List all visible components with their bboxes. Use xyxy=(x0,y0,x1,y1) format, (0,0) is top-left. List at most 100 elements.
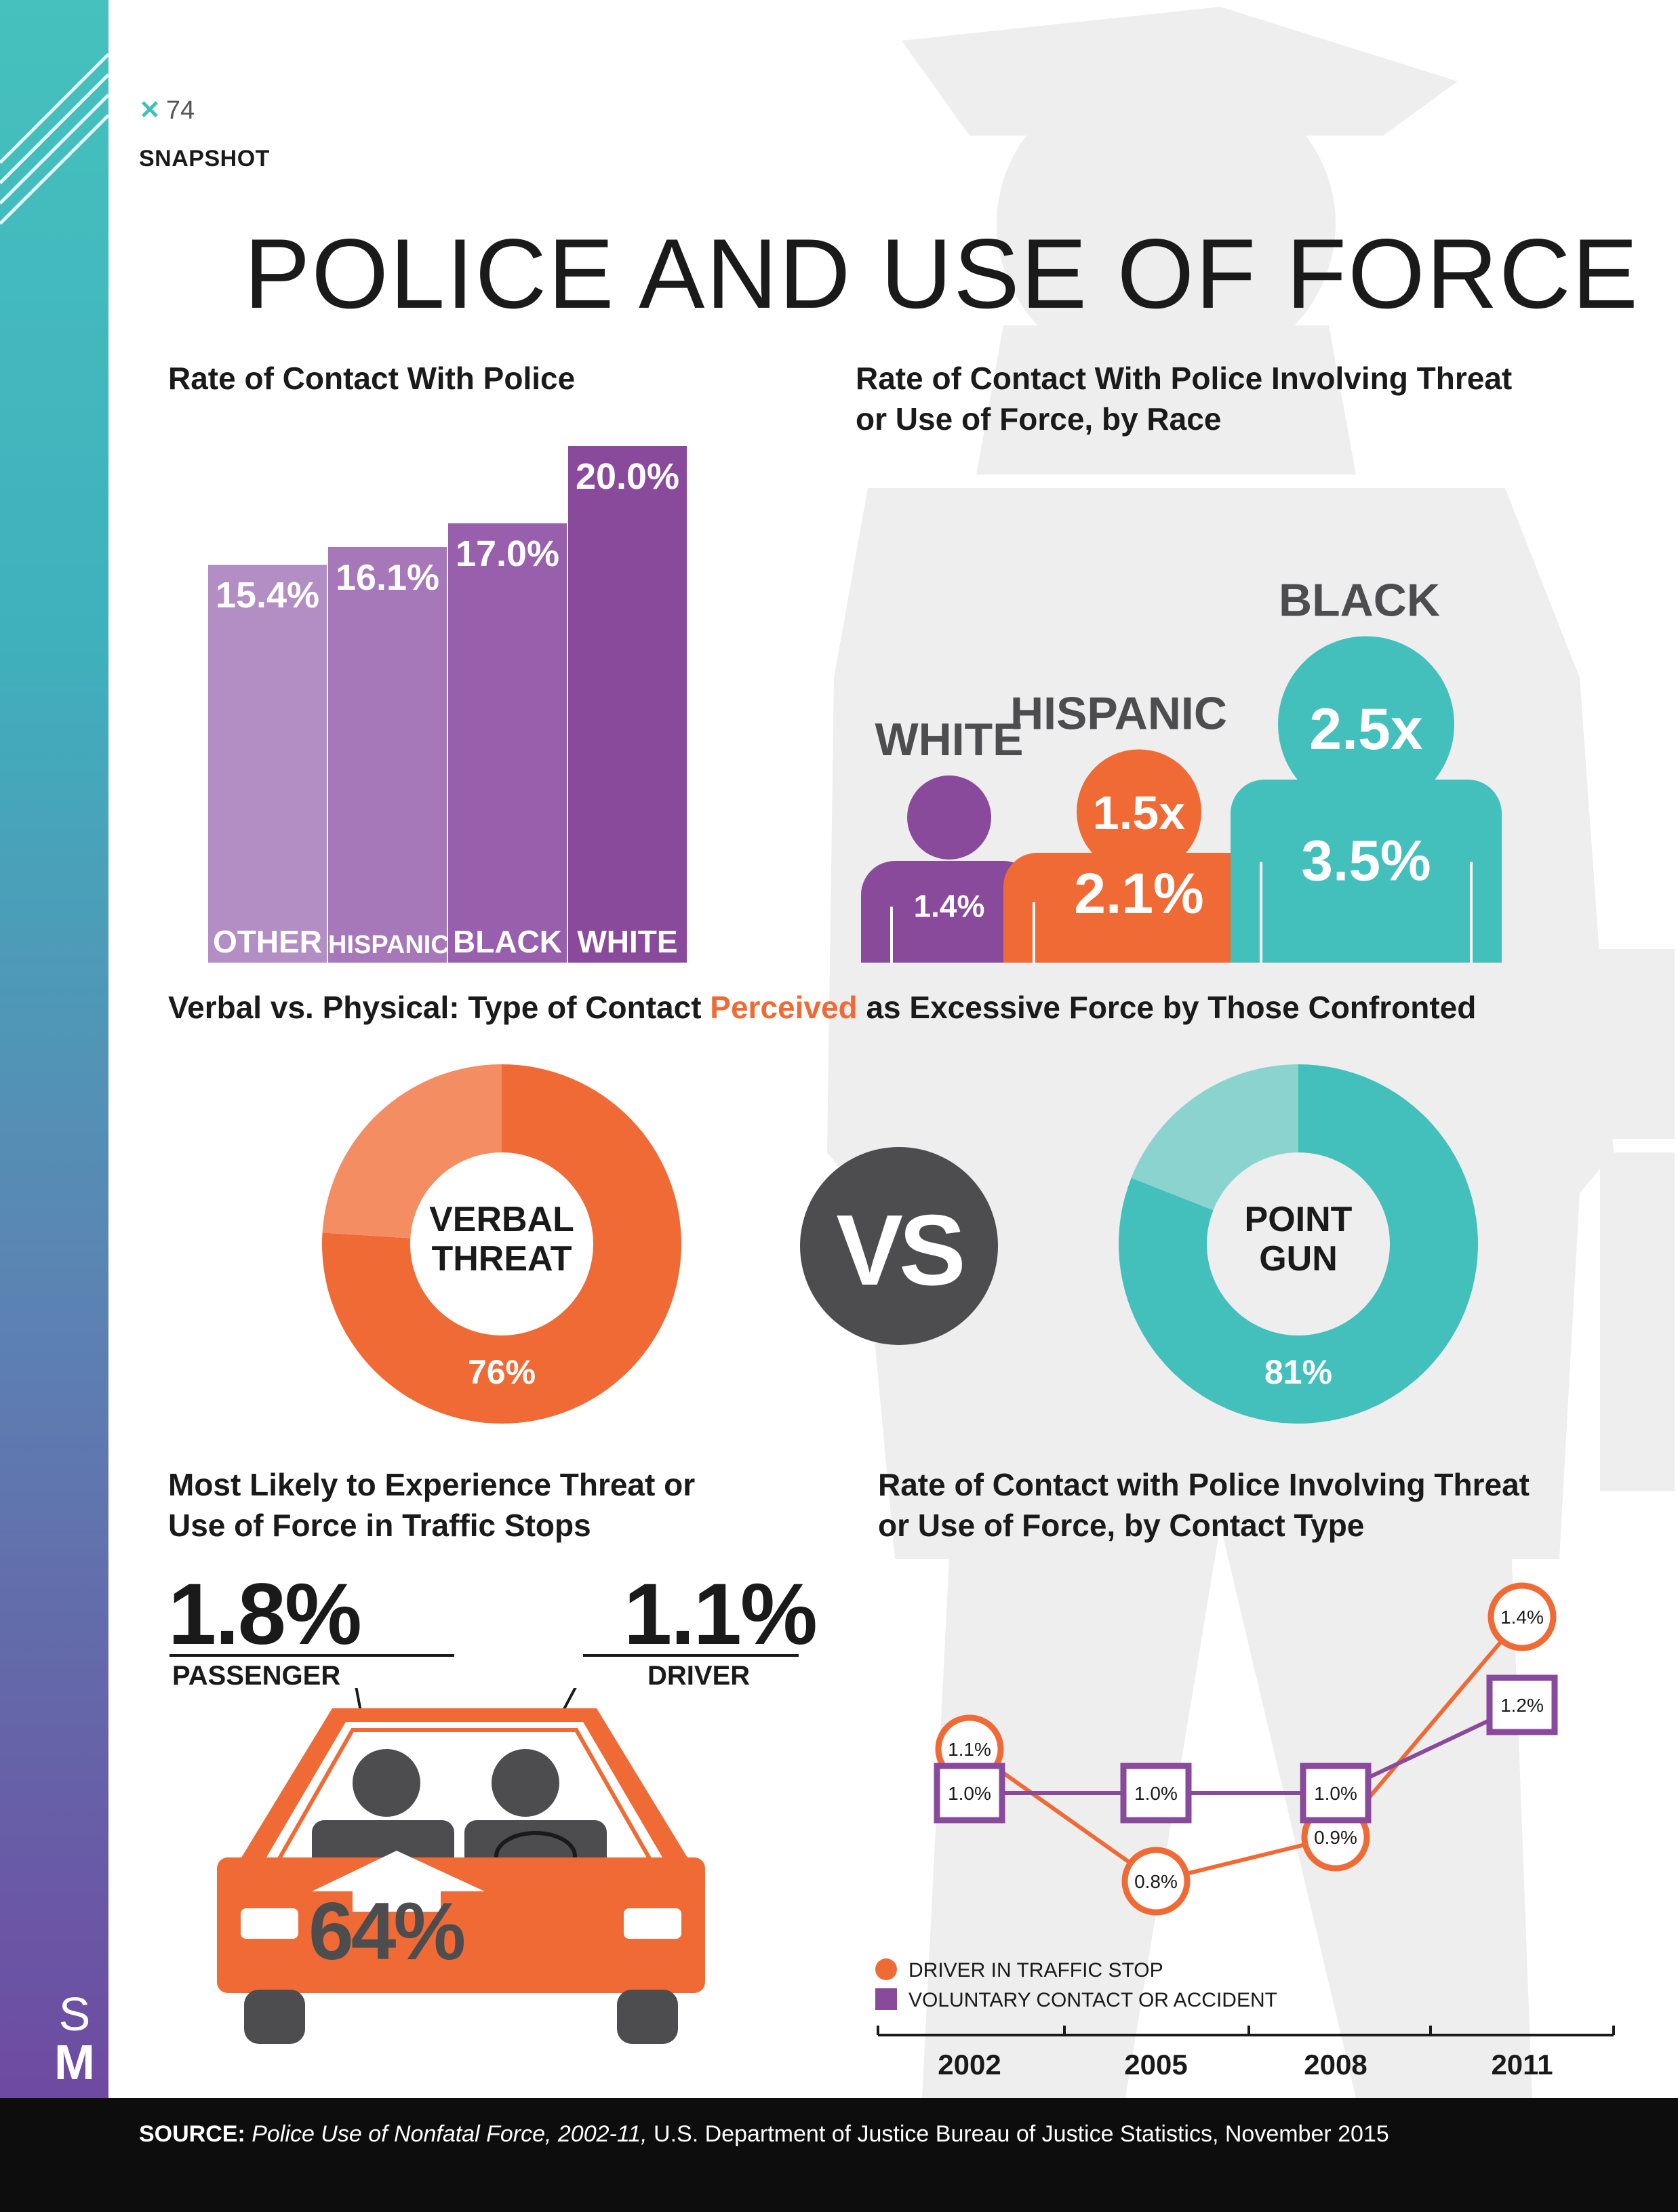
contact-rate-category-label: HISPANIC xyxy=(328,930,450,959)
contact-rate-category-label: BLACK xyxy=(453,923,562,959)
voluntary-point-marker xyxy=(1120,1763,1192,1824)
verbal-threat-label-line1: VERBAL xyxy=(429,1200,574,1239)
verbal-threat-percent: 76% xyxy=(467,1353,536,1391)
driver-label: DRIVER xyxy=(647,1661,751,1691)
page-number: ✕ 74 xyxy=(139,95,195,125)
line-chart-legend: DRIVER IN TRAFFIC STOP VOLUNTARY CONTACT … xyxy=(875,1958,1277,2011)
contact-rate-bar-white: 20.0% WHITE xyxy=(568,446,687,963)
x-tick-label: 2002 xyxy=(938,2049,1001,2080)
passenger-label: PASSENGER xyxy=(172,1661,341,1691)
up-arrow-icon xyxy=(312,1851,485,1912)
legend-voluntary-swatch xyxy=(875,1988,897,2010)
voluntary-point-marker xyxy=(1300,1763,1372,1824)
vs-label: VS xyxy=(836,1194,965,1306)
contact-rate-title: Rate of Contact With Police xyxy=(168,361,576,396)
verbal-physical-title-start: Verbal vs. Physical: Type of Contact xyxy=(168,990,711,1025)
voluntary-point-label: 1.0% xyxy=(1134,1783,1178,1804)
car-percent: 64% xyxy=(308,1886,466,1977)
legend-voluntary-label: VOLUNTARY CONTACT OR ACCIDENT xyxy=(908,1989,1277,2011)
x-axis: 2002 2005 2008 2011 xyxy=(877,2026,1615,2080)
person-icon-black: 3.5% 2.5x BLACK xyxy=(1231,575,1502,963)
legend-driver-swatch xyxy=(875,1958,897,1980)
threat-by-race-title: Rate of Contact With Police Involving Th… xyxy=(856,358,1512,439)
driver-head-icon xyxy=(492,1749,559,1817)
source-text: SOURCE: Police Use of Nonfatal Force, 20… xyxy=(139,2121,1389,2148)
verbal-physical-title: Verbal vs. Physical: Type of Contact Per… xyxy=(168,987,1476,1028)
contact-rate-category-label: WHITE xyxy=(577,923,678,959)
x-tick-label: 2008 xyxy=(1304,2049,1367,2080)
threat-by-race-title-line2: or Use of Force, by Race xyxy=(856,401,1222,437)
verbal-physical-title-end: as Excessive Force by Those Confronted xyxy=(857,990,1477,1025)
race-label-hispanic: HISPANIC xyxy=(1010,687,1227,739)
sidebar-stripes xyxy=(0,53,108,225)
race-label-white: WHITE xyxy=(875,714,1023,765)
contact-rate-value-label: 17.0% xyxy=(455,534,560,575)
person-body-base-hispanic xyxy=(1003,908,1275,963)
verbal-physical-title-highlight: Perceived xyxy=(710,990,858,1025)
voluntary-point-label: 1.0% xyxy=(948,1783,991,1804)
traffic-stops-title: Most Likely to Experience Threat or Use … xyxy=(168,1464,695,1546)
car-wheel-right xyxy=(617,1990,678,2044)
point-gun-label: POINT GUN xyxy=(1176,1200,1420,1279)
driver-underline xyxy=(583,1654,799,1657)
contact-type-title-line1: Rate of Contact with Police Involving Th… xyxy=(878,1467,1530,1502)
car-headlight-left xyxy=(241,1908,298,1939)
driver-point-marker xyxy=(1121,1847,1191,1916)
race-value-label-hispanic: 2.1% xyxy=(1074,862,1203,925)
verbal-threat-slice-rest xyxy=(322,1064,502,1239)
car-headlight-right xyxy=(624,1908,681,1939)
point-gun-slice-rest xyxy=(1131,1064,1298,1211)
contact-rate-bar-chart: 15.4% OTHER 16.1% HISPANIC 17.0% BLACK 20.0% WH… xyxy=(208,420,688,963)
race-multiplier-hispanic: 1.5x xyxy=(1093,786,1185,839)
vs-badge-circle xyxy=(800,1147,998,1345)
race-value-label-white: 1.4% xyxy=(914,889,985,924)
person-body-base-black xyxy=(1231,871,1502,963)
x-tick-label: 2005 xyxy=(1124,2049,1187,2080)
person-head-hispanic xyxy=(1077,749,1201,874)
voluntary-point-label: 1.0% xyxy=(1314,1783,1357,1804)
voluntary-point-label: 1.2% xyxy=(1500,1695,1544,1716)
color-sidebar: S M xyxy=(0,0,108,2098)
verbal-threat-slice-main xyxy=(322,1064,682,1424)
point-gun-percent: 81% xyxy=(1264,1353,1333,1391)
car-illustration xyxy=(217,1688,705,2044)
person-head-white xyxy=(907,775,991,860)
car-wheel-left xyxy=(244,1990,305,2044)
close-x-icon: ✕ xyxy=(139,96,161,125)
race-value-label-black: 3.5% xyxy=(1301,829,1431,893)
verbal-threat-label: VERBAL THREAT xyxy=(380,1200,624,1279)
legend-driver-label: DRIVER IN TRAFFIC STOP xyxy=(908,1959,1163,1982)
contact-rate-value-label: 15.4% xyxy=(215,575,320,616)
driver-stat: 1.1% xyxy=(624,1566,818,1663)
sm-logo: S M xyxy=(47,1990,102,2087)
person-icon-hispanic: 2.1% 1.5x HISPANIC xyxy=(1003,687,1275,963)
race-label-black: BLACK xyxy=(1279,575,1440,626)
traffic-stops-title-line1: Most Likely to Experience Threat or xyxy=(168,1467,696,1502)
contact-rate-value-label: 20.0% xyxy=(575,456,680,498)
verbal-threat-donut xyxy=(322,1064,682,1424)
contact-rate-value-label: 16.1% xyxy=(335,557,440,598)
contact-rate-bar-other: 15.4% OTHER xyxy=(208,565,327,963)
source-title: Police Use of Nonfatal Force, 2002-11, xyxy=(252,2121,647,2147)
traffic-stops-title-line2: Use of Force in Traffic Stops xyxy=(168,1508,591,1543)
driver-point-marker xyxy=(1487,1582,1557,1651)
source-rest: U.S. Department of Justice Bureau of Jus… xyxy=(647,2121,1389,2147)
verbal-threat-label-line2: THREAT xyxy=(431,1239,572,1279)
contact-rate-bar-hispanic: 16.1% HISPANIC xyxy=(328,546,450,963)
passenger-stat: 1.8% xyxy=(168,1566,362,1663)
contact-type-title-line2: or Use of Force, by Contact Type xyxy=(878,1508,1365,1543)
person-icon-white: 1.4% WHITE xyxy=(861,714,1037,963)
person-head-black xyxy=(1278,636,1454,813)
contact-rate-bar-black: 17.0% BLACK xyxy=(448,523,567,963)
passenger-underline xyxy=(169,1654,454,1657)
voluntary-point-marker xyxy=(1486,1674,1558,1735)
x-tick-label: 2011 xyxy=(1491,2049,1553,2080)
voluntary-point-marker xyxy=(934,1763,1005,1824)
logo-letter-m: M xyxy=(54,2036,95,2090)
contact-type-title: Rate of Contact with Police Involving Th… xyxy=(878,1464,1530,1546)
point-gun-label-line2: GUN xyxy=(1259,1239,1338,1279)
driver-series-line xyxy=(968,1615,1524,1884)
source-label: SOURCE: xyxy=(139,2121,245,2147)
page-number-text: 74 xyxy=(165,96,195,125)
passenger-head-icon xyxy=(353,1749,420,1817)
